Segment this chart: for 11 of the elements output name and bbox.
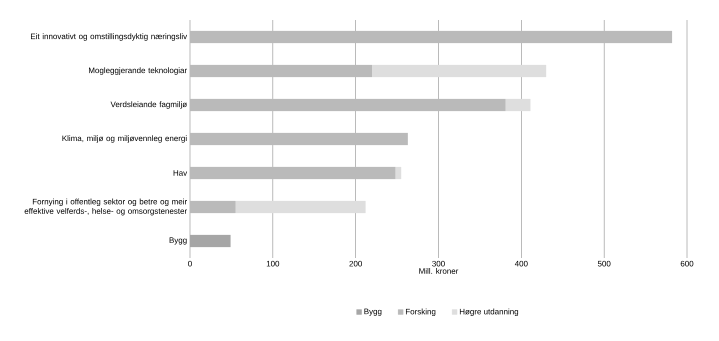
bar [190, 98, 506, 112]
bar [395, 166, 402, 180]
bar [190, 166, 396, 180]
bar [190, 64, 372, 78]
bar [372, 64, 546, 78]
bar [236, 200, 366, 214]
bar [190, 132, 408, 146]
bar [506, 98, 530, 112]
bar [190, 30, 672, 44]
bar [190, 234, 231, 248]
bar [190, 200, 236, 214]
